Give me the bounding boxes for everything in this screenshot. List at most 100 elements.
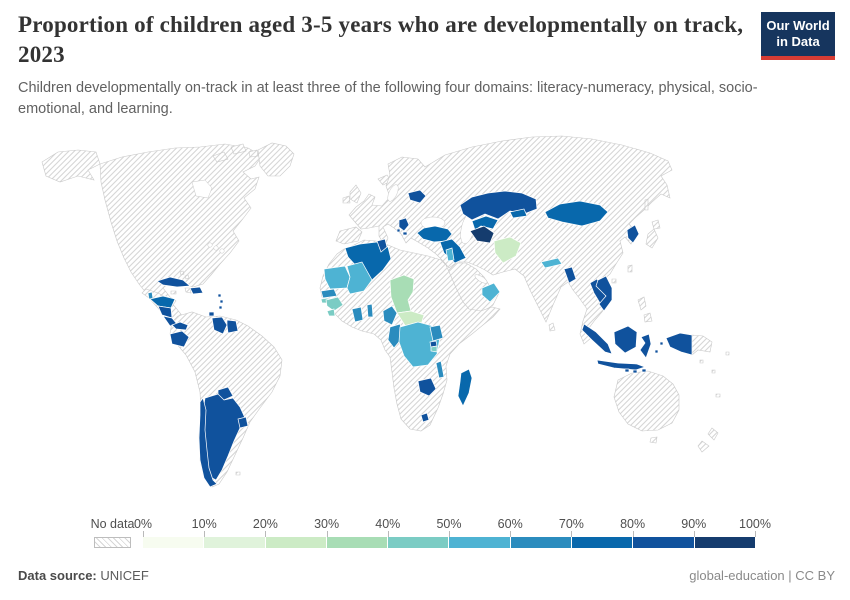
landmass-ireland <box>342 195 351 204</box>
country-indonesia[interactable] <box>581 323 693 374</box>
legend-tick-mark <box>449 531 450 537</box>
country-madagascar[interactable] <box>457 368 473 407</box>
country-mali[interactable] <box>346 261 373 295</box>
legend-segment-10-20%[interactable] <box>203 537 265 548</box>
country-bangladesh[interactable] <box>563 266 577 284</box>
data-source-note: Data source: UNICEF <box>18 568 149 583</box>
legend-tick-mark <box>387 531 389 537</box>
country-kazakhstan[interactable] <box>459 190 538 221</box>
country-north-korea[interactable] <box>626 224 640 244</box>
legend-segment-70-80%[interactable] <box>571 537 633 548</box>
country-serbia[interactable] <box>398 217 410 232</box>
country-malawi[interactable] <box>435 360 445 379</box>
country-lesotho[interactable] <box>420 412 430 423</box>
country-sierra-leone[interactable] <box>326 308 336 317</box>
legend-segment-30-40%[interactable] <box>325 537 388 548</box>
country-dominican-republic[interactable] <box>189 286 204 295</box>
legend-segment-0-10%[interactable] <box>143 537 204 548</box>
legend-tick-mark <box>326 531 328 537</box>
legend-segment-80-90%[interactable] <box>632 537 694 548</box>
page-subtitle: Children developmentally on-track in at … <box>18 80 758 118</box>
legend-tick-mark <box>265 531 267 537</box>
data-source-value[interactable]: UNICEF <box>100 568 149 583</box>
country-oman[interactable] <box>481 282 501 303</box>
great-lake <box>207 242 213 248</box>
country-turkmenistan[interactable] <box>469 225 495 244</box>
landmass-hainan <box>611 278 617 284</box>
legend-tick-mark <box>510 531 512 537</box>
landmass-falklands <box>235 471 241 476</box>
country-chad[interactable] <box>389 274 415 314</box>
page-title: Proportion of children aged 3-5 years wh… <box>18 12 744 68</box>
legend-no-data-swatch[interactable] <box>94 537 131 548</box>
country-guinea[interactable] <box>325 296 344 312</box>
legend-tick-mark <box>571 531 573 537</box>
country-cuba[interactable] <box>156 276 191 288</box>
owid-logo-line1: Our World <box>766 18 830 33</box>
country-democratic-republic-of-congo[interactable] <box>398 321 441 368</box>
landmass-arctic-islands <box>212 143 259 163</box>
country-algeria[interactable] <box>344 241 392 281</box>
country-ecuador[interactable] <box>169 330 190 348</box>
legend-segment-50-60%[interactable] <box>448 537 510 548</box>
country-uganda[interactable] <box>429 324 444 342</box>
great-lake <box>219 248 225 254</box>
country-nepal[interactable] <box>540 257 563 269</box>
legend-tick-mark <box>143 531 144 537</box>
country-iraq[interactable] <box>439 238 467 264</box>
legend-segment-90-100%[interactable] <box>693 537 755 548</box>
country-burundi[interactable] <box>430 345 438 353</box>
legend-color-bar <box>143 537 755 548</box>
landmass-philippines <box>637 296 653 323</box>
landmass-taiwan <box>627 264 633 273</box>
landmass-pacific-islands <box>699 351 730 398</box>
country-trinidad-and-tobago[interactable] <box>208 311 215 317</box>
country-kyrgyzstan[interactable] <box>509 208 528 219</box>
legend-tick-label: 10% <box>191 517 217 531</box>
country-jordan[interactable] <box>445 247 455 262</box>
legend-tick-label: 20% <box>252 517 278 531</box>
country-panama[interactable] <box>171 321 189 331</box>
country-cameroon[interactable] <box>382 305 398 326</box>
country-belarus[interactable] <box>407 189 427 204</box>
landmass-iberia <box>335 226 363 245</box>
country-benin[interactable] <box>366 303 374 318</box>
persian-gulf <box>474 274 488 284</box>
country-honduras[interactable] <box>149 295 176 309</box>
credit-note[interactable]: global-education | CC BY <box>689 568 835 583</box>
country-congo[interactable] <box>387 323 404 349</box>
country-tunisia[interactable] <box>376 238 388 253</box>
country-guyana[interactable] <box>211 316 228 335</box>
landmass-alaska <box>41 149 101 183</box>
country-senegal[interactable] <box>320 288 338 299</box>
country-north-macedonia[interactable] <box>402 231 408 236</box>
legend-tick-mark <box>755 531 756 537</box>
country-mauritania[interactable] <box>323 265 351 290</box>
country-ghana[interactable] <box>351 306 364 323</box>
country-caribbean-small-islands[interactable] <box>217 293 224 310</box>
owid-logo[interactable]: Our World in Data <box>761 12 835 60</box>
legend-segment-40-50%[interactable] <box>387 537 449 548</box>
data-source-label: Data source: <box>18 568 97 583</box>
country-belize[interactable] <box>147 291 154 300</box>
country-zimbabwe[interactable] <box>417 377 437 397</box>
legend-segment-60-70%[interactable] <box>509 537 572 548</box>
country-mongolia[interactable] <box>544 200 609 227</box>
country-chile[interactable] <box>198 397 218 488</box>
country-vietnam[interactable] <box>595 275 613 312</box>
landmass-jamaica <box>170 290 177 295</box>
country-turkey[interactable] <box>416 225 453 243</box>
country-uruguay[interactable] <box>237 416 249 429</box>
legend-tick-label: 40% <box>375 517 401 531</box>
owid-logo-line2: in Data <box>776 34 820 50</box>
country-suriname[interactable] <box>226 319 239 334</box>
landmass-haiti <box>184 287 192 294</box>
country-montenegro[interactable] <box>396 228 401 233</box>
legend-no-data-label: No data <box>90 517 135 531</box>
legend-tick-label: 50% <box>436 517 462 531</box>
country-afghanistan[interactable] <box>493 236 522 264</box>
legend-segment-20-30%[interactable] <box>264 537 326 548</box>
landmass-great-britain <box>349 184 362 204</box>
